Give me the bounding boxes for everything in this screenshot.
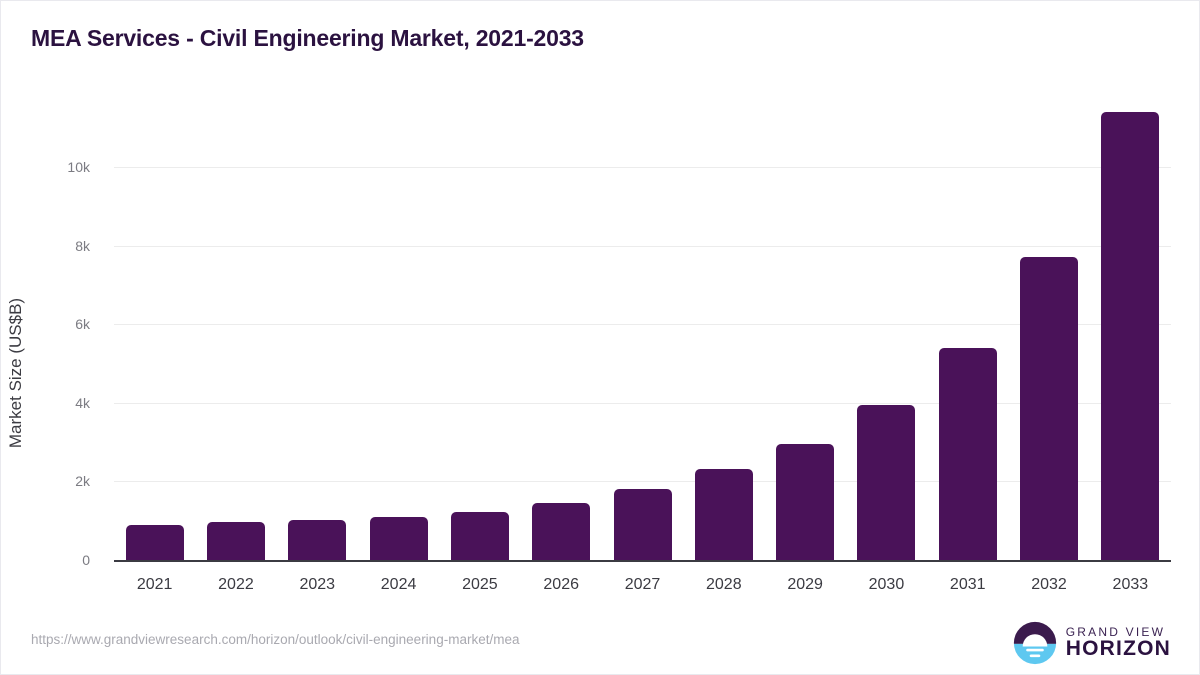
- bar[interactable]: [532, 503, 591, 560]
- page-title: MEA Services - Civil Engineering Market,…: [31, 25, 584, 51]
- y-axis-tick-label: 0: [82, 552, 90, 568]
- source-url[interactable]: https://www.grandviewresearch.com/horizo…: [31, 632, 520, 647]
- bar-series: [114, 101, 1171, 560]
- bar[interactable]: [288, 519, 347, 560]
- bar[interactable]: [1101, 111, 1160, 560]
- x-axis-tick-label: 2028: [706, 576, 742, 593]
- bar[interactable]: [857, 404, 916, 560]
- bar[interactable]: [206, 522, 265, 560]
- x-axis-tick-label: 2032: [1031, 576, 1067, 593]
- gridline: [114, 167, 1171, 168]
- bar[interactable]: [694, 468, 753, 560]
- x-axis-tick-label: 2029: [787, 576, 823, 593]
- x-axis-tick-label: 2033: [1112, 576, 1149, 593]
- bar[interactable]: [369, 517, 428, 560]
- bar[interactable]: [1020, 257, 1079, 560]
- x-axis-tick-label: 2025: [462, 576, 498, 593]
- logo-text-bottom: HORIZON: [1065, 637, 1171, 661]
- bar[interactable]: [776, 444, 835, 560]
- x-axis-tick-label: 2031: [949, 576, 986, 593]
- logo-wordmark: GRAND VIEW HORIZON: [1066, 626, 1171, 661]
- bar[interactable]: [125, 524, 184, 560]
- x-axis-tick-label: 2022: [218, 576, 254, 593]
- bar[interactable]: [938, 347, 997, 560]
- y-axis-tick-label: 10k: [67, 159, 90, 175]
- gridline: [114, 245, 1171, 247]
- y-axis-tick-label: 6k: [75, 316, 90, 333]
- gridline: [114, 402, 1171, 404]
- plot-area: [114, 167, 1171, 560]
- x-axis-tick-label: 2024: [380, 576, 417, 593]
- logo-text-top: GRAND VIEW: [1065, 624, 1166, 639]
- y-axis-tick-label: 2k: [75, 473, 90, 490]
- x-axis-tick-label: 2021: [136, 576, 173, 593]
- y-axis-tick-label: 4k: [75, 394, 90, 411]
- bar[interactable]: [450, 511, 509, 560]
- y-axis-tick-label: 8k: [75, 237, 90, 254]
- x-axis-tick-label: 2027: [624, 576, 661, 593]
- x-axis-tick-label: 2023: [299, 576, 336, 593]
- bar[interactable]: [613, 489, 672, 560]
- x-axis-tick-label: 2026: [543, 576, 579, 593]
- y-axis-title: Market Size (US$B): [6, 297, 25, 449]
- brand-logo[interactable]: GRAND VIEW HORIZON: [1013, 621, 1171, 665]
- x-axis-line: [114, 560, 1171, 562]
- gridline: [114, 481, 1171, 483]
- gridline: [114, 324, 1171, 326]
- x-axis-tick-label: 2030: [868, 576, 905, 593]
- grand-view-horizon-logo-icon: [1013, 621, 1056, 665]
